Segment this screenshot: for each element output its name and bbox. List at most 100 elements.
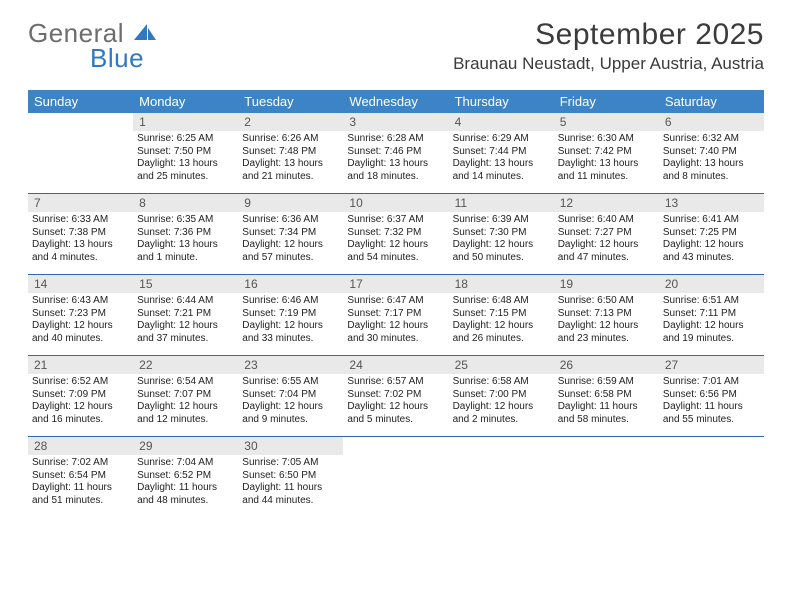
day-details: Sunrise: 6:59 AMSunset: 6:58 PMDaylight:… [554,374,659,430]
day-details: Sunrise: 6:32 AMSunset: 7:40 PMDaylight:… [659,131,764,187]
day-dl1: Daylight: 13 hours [32,239,129,252]
title-block: September 2025 Braunau Neustadt, Upper A… [453,18,764,74]
day-dl1: Daylight: 12 hours [347,401,444,414]
day-ss: Sunset: 6:50 PM [242,470,339,483]
day-dl1: Daylight: 12 hours [32,320,129,333]
day-sr: Sunrise: 6:32 AM [663,133,760,146]
day-dl1: Daylight: 12 hours [137,320,234,333]
day-ss: Sunset: 7:46 PM [347,146,444,159]
day-sr: Sunrise: 6:30 AM [558,133,655,146]
calendar-cell: .. [659,437,764,518]
day-dl2: and 37 minutes. [137,333,234,346]
day-dl1: Daylight: 11 hours [663,401,760,414]
day-sr: Sunrise: 6:58 AM [453,376,550,389]
day-details: Sunrise: 7:05 AMSunset: 6:50 PMDaylight:… [238,455,343,511]
calendar-cell: 26Sunrise: 6:59 AMSunset: 6:58 PMDayligh… [554,356,659,437]
day-number: 6 [659,113,764,131]
day-number: 20 [659,275,764,293]
day-details: Sunrise: 6:30 AMSunset: 7:42 PMDaylight:… [554,131,659,187]
day-dl2: and 50 minutes. [453,252,550,265]
day-dl2: and 47 minutes. [558,252,655,265]
day-ss: Sunset: 7:11 PM [663,308,760,321]
day-dl1: Daylight: 13 hours [558,158,655,171]
day-ss: Sunset: 7:27 PM [558,227,655,240]
day-sr: Sunrise: 6:39 AM [453,214,550,227]
day-number: 3 [343,113,448,131]
day-dl2: and 30 minutes. [347,333,444,346]
calendar-cell: 24Sunrise: 6:57 AMSunset: 7:02 PMDayligh… [343,356,448,437]
day-dl1: Daylight: 12 hours [137,401,234,414]
day-dl2: and 48 minutes. [137,495,234,508]
day-number: 14 [28,275,133,293]
day-sr: Sunrise: 6:57 AM [347,376,444,389]
day-number: 18 [449,275,554,293]
calendar-cell: .. [343,437,448,518]
calendar-table: SundayMondayTuesdayWednesdayThursdayFrid… [28,90,764,517]
weekday-header: Tuesday [238,90,343,113]
day-dl1: Daylight: 13 hours [453,158,550,171]
calendar-cell: 11Sunrise: 6:39 AMSunset: 7:30 PMDayligh… [449,194,554,275]
day-dl2: and 44 minutes. [242,495,339,508]
day-sr: Sunrise: 6:54 AM [137,376,234,389]
day-number: 23 [238,356,343,374]
weekday-header: Sunday [28,90,133,113]
day-sr: Sunrise: 6:41 AM [663,214,760,227]
day-number: 7 [28,194,133,212]
calendar-page: General Blue September 2025 Braunau Neus… [0,0,792,612]
weekday-header: Friday [554,90,659,113]
day-number: 1 [133,113,238,131]
day-details: Sunrise: 6:44 AMSunset: 7:21 PMDaylight:… [133,293,238,349]
day-dl1: Daylight: 12 hours [453,401,550,414]
day-number: 28 [28,437,133,455]
calendar-header: SundayMondayTuesdayWednesdayThursdayFrid… [28,90,764,113]
day-ss: Sunset: 7:17 PM [347,308,444,321]
day-details: Sunrise: 6:28 AMSunset: 7:46 PMDaylight:… [343,131,448,187]
day-ss: Sunset: 7:40 PM [663,146,760,159]
day-sr: Sunrise: 6:37 AM [347,214,444,227]
calendar-cell: 7Sunrise: 6:33 AMSunset: 7:38 PMDaylight… [28,194,133,275]
day-ss: Sunset: 7:23 PM [32,308,129,321]
day-ss: Sunset: 7:21 PM [137,308,234,321]
day-sr: Sunrise: 6:33 AM [32,214,129,227]
day-dl1: Daylight: 12 hours [347,320,444,333]
day-ss: Sunset: 7:50 PM [137,146,234,159]
day-sr: Sunrise: 6:36 AM [242,214,339,227]
month-title: September 2025 [453,18,764,52]
calendar-cell: 4Sunrise: 6:29 AMSunset: 7:44 PMDaylight… [449,113,554,194]
calendar-cell: 10Sunrise: 6:37 AMSunset: 7:32 PMDayligh… [343,194,448,275]
day-number: 5 [554,113,659,131]
day-ss: Sunset: 7:44 PM [453,146,550,159]
calendar-cell: 29Sunrise: 7:04 AMSunset: 6:52 PMDayligh… [133,437,238,518]
day-dl1: Daylight: 11 hours [32,482,129,495]
calendar-cell: 27Sunrise: 7:01 AMSunset: 6:56 PMDayligh… [659,356,764,437]
calendar-cell: 5Sunrise: 6:30 AMSunset: 7:42 PMDaylight… [554,113,659,194]
day-details: Sunrise: 6:46 AMSunset: 7:19 PMDaylight:… [238,293,343,349]
calendar-week: ..1Sunrise: 6:25 AMSunset: 7:50 PMDaylig… [28,113,764,194]
header-row: General Blue September 2025 Braunau Neus… [28,18,764,74]
day-number: 13 [659,194,764,212]
calendar-week: 21Sunrise: 6:52 AMSunset: 7:09 PMDayligh… [28,356,764,437]
day-ss: Sunset: 6:52 PM [137,470,234,483]
day-dl2: and 11 minutes. [558,171,655,184]
day-details: Sunrise: 6:58 AMSunset: 7:00 PMDaylight:… [449,374,554,430]
day-dl2: and 25 minutes. [137,171,234,184]
day-dl1: Daylight: 12 hours [242,239,339,252]
day-ss: Sunset: 7:02 PM [347,389,444,402]
calendar-cell: 19Sunrise: 6:50 AMSunset: 7:13 PMDayligh… [554,275,659,356]
day-sr: Sunrise: 6:46 AM [242,295,339,308]
day-ss: Sunset: 7:30 PM [453,227,550,240]
day-dl2: and 23 minutes. [558,333,655,346]
day-details: Sunrise: 6:54 AMSunset: 7:07 PMDaylight:… [133,374,238,430]
calendar-cell: 13Sunrise: 6:41 AMSunset: 7:25 PMDayligh… [659,194,764,275]
day-number: 4 [449,113,554,131]
day-dl2: and 43 minutes. [663,252,760,265]
day-sr: Sunrise: 7:05 AM [242,457,339,470]
day-details: Sunrise: 6:29 AMSunset: 7:44 PMDaylight:… [449,131,554,187]
day-ss: Sunset: 7:34 PM [242,227,339,240]
day-details: Sunrise: 6:55 AMSunset: 7:04 PMDaylight:… [238,374,343,430]
day-details: Sunrise: 6:43 AMSunset: 7:23 PMDaylight:… [28,293,133,349]
day-dl2: and 16 minutes. [32,414,129,427]
day-sr: Sunrise: 6:55 AM [242,376,339,389]
day-sr: Sunrise: 6:28 AM [347,133,444,146]
day-sr: Sunrise: 6:25 AM [137,133,234,146]
